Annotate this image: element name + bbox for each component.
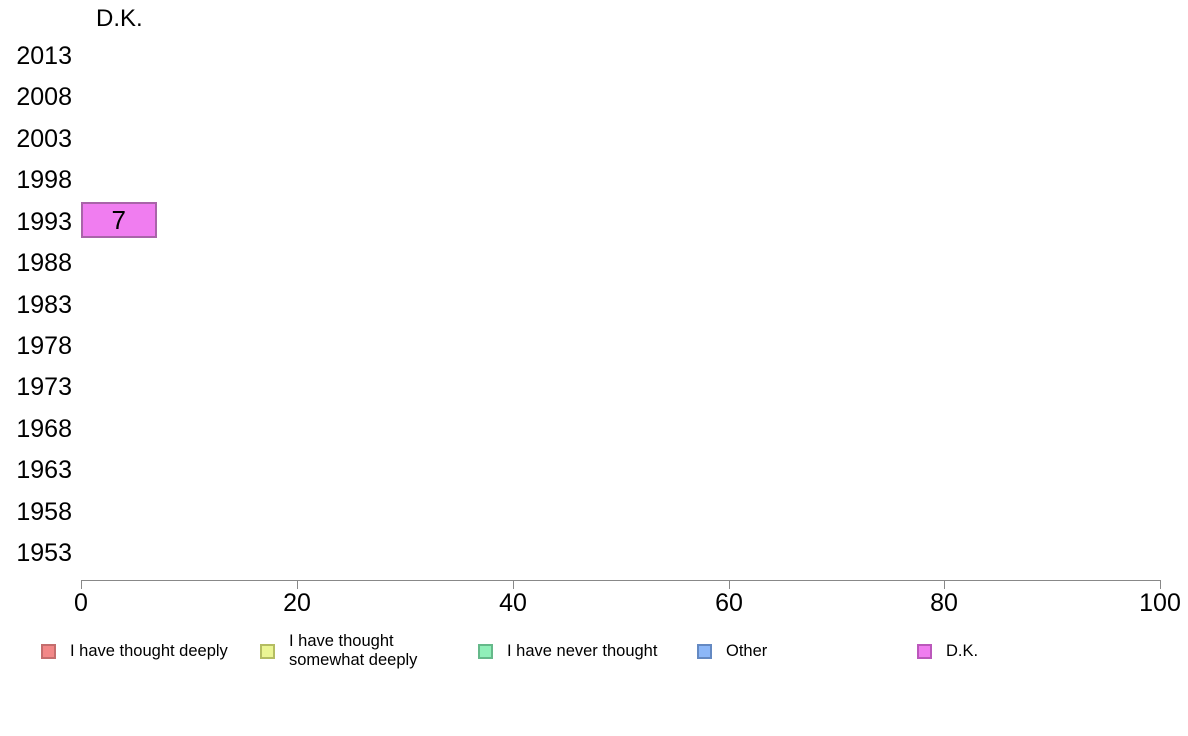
x-tick-label-60: 60 <box>715 589 743 617</box>
legend-label-thought-somewhat-deeply: I have thought somewhat deeply <box>289 632 418 669</box>
legend-item-dk: D.K. <box>917 632 978 670</box>
legend-label-thought-deeply: I have thought deeply <box>70 641 228 660</box>
y-axis-label-1988: 1988 <box>16 249 72 277</box>
legend-item-thought-deeply: I have thought deeply <box>41 632 228 670</box>
chart-title: D.K. <box>96 5 143 32</box>
y-axis-label-1963: 1963 <box>16 456 72 484</box>
y-axis-label-1998: 1998 <box>16 166 72 194</box>
y-axis-label-2013: 2013 <box>16 42 72 70</box>
legend-item-thought-somewhat-deeply: I have thought somewhat deeply <box>260 632 459 670</box>
x-tick-label-20: 20 <box>283 589 311 617</box>
y-axis-label-1983: 1983 <box>16 291 72 319</box>
x-axis-tick-80 <box>944 580 945 589</box>
legend-item-other: Other <box>697 632 767 670</box>
legend-label-dk: D.K. <box>946 641 979 660</box>
y-axis-label-1958: 1958 <box>16 498 72 526</box>
x-axis-tick-0 <box>81 580 82 589</box>
legend-swatch-thought-deeply <box>41 643 56 659</box>
y-axis-label-1973: 1973 <box>16 373 72 401</box>
legend-swatch-other <box>697 643 712 659</box>
x-tick-label-0: 0 <box>74 589 88 617</box>
x-axis-tick-40 <box>513 580 514 589</box>
x-axis-tick-20 <box>297 580 298 589</box>
legend-swatch-dk <box>917 643 932 659</box>
y-axis-label-1993: 1993 <box>16 208 72 236</box>
x-tick-label-100: 100 <box>1139 589 1181 617</box>
x-axis-tick-100 <box>1160 580 1161 589</box>
legend-swatch-never-thought <box>478 643 493 659</box>
legend-item-never-thought: I have never thought <box>478 632 657 670</box>
x-axis-line <box>81 580 1161 581</box>
x-tick-label-40: 40 <box>499 589 527 617</box>
bar-value-label: 7 <box>111 205 126 235</box>
bar-1993: 7 <box>81 202 157 238</box>
x-tick-label-80: 80 <box>930 589 958 617</box>
y-axis-label-1968: 1968 <box>16 415 72 443</box>
y-axis-label-2008: 2008 <box>16 83 72 111</box>
legend-label-other: Other <box>726 641 768 660</box>
y-axis-label-1953: 1953 <box>16 539 72 567</box>
legend-label-never-thought: I have never thought <box>507 641 658 660</box>
legend-swatch-thought-somewhat-deeply <box>260 643 275 659</box>
x-axis-tick-60 <box>729 580 730 589</box>
y-axis-label-1978: 1978 <box>16 332 72 360</box>
y-axis-label-2003: 2003 <box>16 125 72 153</box>
